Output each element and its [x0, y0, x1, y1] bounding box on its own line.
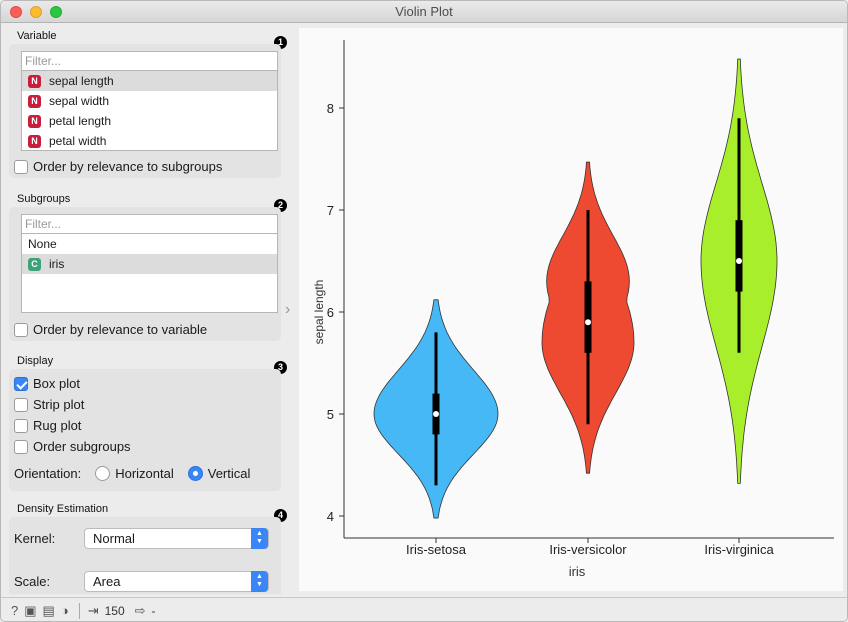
- scale-select[interactable]: Area ▲ ▼: [84, 571, 269, 592]
- density-section-title: Density Estimation: [17, 503, 109, 515]
- strip-plot-checkbox[interactable]: Strip plot: [14, 397, 84, 412]
- separator: [78, 602, 80, 619]
- box-plot-checkbox[interactable]: Box plot: [14, 376, 80, 391]
- checkbox-box[interactable]: [14, 159, 28, 174]
- save-icon[interactable]: ▣: [24, 602, 37, 618]
- input-count: 150: [104, 603, 125, 618]
- updown-icon: ▲ ▼: [251, 571, 268, 592]
- close-window-button[interactable]: [10, 6, 22, 18]
- orientation-label: Orientation:: [14, 466, 82, 481]
- order-by-relevance-subgroups-checkbox[interactable]: Order by relevance to subgroups: [14, 159, 222, 174]
- window-title: Violin Plot: [395, 4, 453, 19]
- checkbox-box[interactable]: [14, 322, 28, 337]
- y-tick-label: 8: [327, 101, 334, 116]
- checkbox-box[interactable]: [14, 439, 28, 454]
- input-icon: ⇥: [87, 602, 99, 618]
- categorical-icon: C: [28, 257, 41, 271]
- x-tick-label: Iris-versicolor: [549, 542, 627, 557]
- density-box: Kernel: Normal ▲ ▼ Scale: Area ▲ ▼: [9, 517, 281, 594]
- display-section-title: Display: [17, 355, 54, 367]
- y-tick-label: 5: [327, 407, 334, 422]
- updown-icon: ▲ ▼: [251, 528, 268, 549]
- checkbox-label: Strip plot: [33, 397, 85, 412]
- kernel-select[interactable]: Normal ▲ ▼: [84, 528, 269, 549]
- numeric-icon: N: [28, 94, 41, 108]
- subgroup-item-label: iris: [49, 257, 65, 271]
- variable-item-label: sepal width: [49, 94, 110, 108]
- x-axis-label: iris: [569, 564, 586, 579]
- checkbox-label: Order subgroups: [33, 439, 131, 454]
- order-subgroups-checkbox[interactable]: Order subgroups: [14, 439, 131, 454]
- kernel-value: Normal: [93, 531, 135, 546]
- kernel-label: Kernel:: [14, 531, 56, 546]
- median-dot-2: [736, 258, 742, 264]
- orientation-row: Orientation: Horizontal Vertical: [14, 466, 250, 481]
- iqr-box-1: [584, 281, 592, 353]
- variable-filter-input[interactable]: Filter...: [21, 51, 278, 71]
- checkbox-box[interactable]: [14, 418, 28, 433]
- output-icon: ⇨: [134, 602, 146, 618]
- y-tick-label: 4: [327, 509, 334, 524]
- median-dot-1: [585, 319, 591, 326]
- status-bar: ? ▣ ▤ ◑ ⇥ 150 ⇨ -: [1, 597, 847, 621]
- subgroup-item-label: None: [28, 237, 57, 251]
- rug-plot-checkbox[interactable]: Rug plot: [14, 418, 81, 433]
- checkbox-label: Order by relevance to subgroups: [33, 159, 223, 174]
- variable-item-label: sepal length: [49, 74, 114, 88]
- violin-chart: 4 5 6 7 8 sepal length iris Iris-setosa Iris-ver…: [312, 40, 834, 579]
- output-count: -: [151, 603, 156, 618]
- vertical-label: Vertical: [207, 466, 251, 481]
- iqr-box-2: [735, 220, 743, 292]
- zoom-window-button[interactable]: [50, 6, 62, 18]
- vertical-radio[interactable]: [187, 466, 203, 481]
- checkbox-label: Box plot: [33, 376, 80, 391]
- collapse-panel-chevron-icon[interactable]: ›: [285, 301, 291, 318]
- numeric-icon: N: [28, 134, 41, 148]
- scale-value: Area: [93, 574, 121, 589]
- y-axis-label: sepal length: [312, 280, 326, 345]
- subgroups-section-title: Subgroups: [17, 193, 71, 205]
- variable-section-title: Variable: [17, 30, 57, 42]
- report-icon[interactable]: ▤: [42, 602, 55, 618]
- checkbox-label: Order by relevance to variable: [33, 322, 208, 337]
- visual-settings-icon[interactable]: ◑: [60, 603, 69, 618]
- checkbox-label: Rug plot: [33, 418, 82, 433]
- x-tick-label: Iris-setosa: [406, 542, 467, 557]
- display-box: Box plot Strip plot Rug plot Order subgr…: [9, 369, 281, 491]
- plot-area: 4 5 6 7 8 sepal length iris Iris-setosa Iris-ver…: [299, 28, 843, 591]
- numeric-icon: N: [28, 74, 41, 88]
- variable-item-label: petal length: [49, 114, 112, 128]
- variable-item-label: petal width: [49, 134, 107, 148]
- y-tick-label: 6: [327, 305, 334, 320]
- median-dot-0: [433, 411, 439, 417]
- minimize-window-button[interactable]: [30, 6, 42, 18]
- scale-label: Scale:: [14, 574, 51, 589]
- subgroups-filter-input[interactable]: Filter...: [21, 214, 278, 234]
- checkbox-box[interactable]: [14, 397, 28, 412]
- titlebar: Violin Plot: [1, 1, 847, 23]
- y-tick-label: 7: [327, 203, 334, 218]
- checkbox-box[interactable]: [14, 376, 28, 391]
- horizontal-radio[interactable]: [95, 466, 111, 481]
- order-by-relevance-variable-checkbox[interactable]: Order by relevance to variable: [14, 322, 207, 337]
- subgroup-item-none[interactable]: None: [22, 234, 277, 254]
- help-icon[interactable]: ?: [11, 603, 19, 618]
- numeric-icon: N: [28, 114, 41, 128]
- x-tick-label: Iris-virginica: [704, 542, 774, 557]
- horizontal-label: Horizontal: [115, 466, 174, 481]
